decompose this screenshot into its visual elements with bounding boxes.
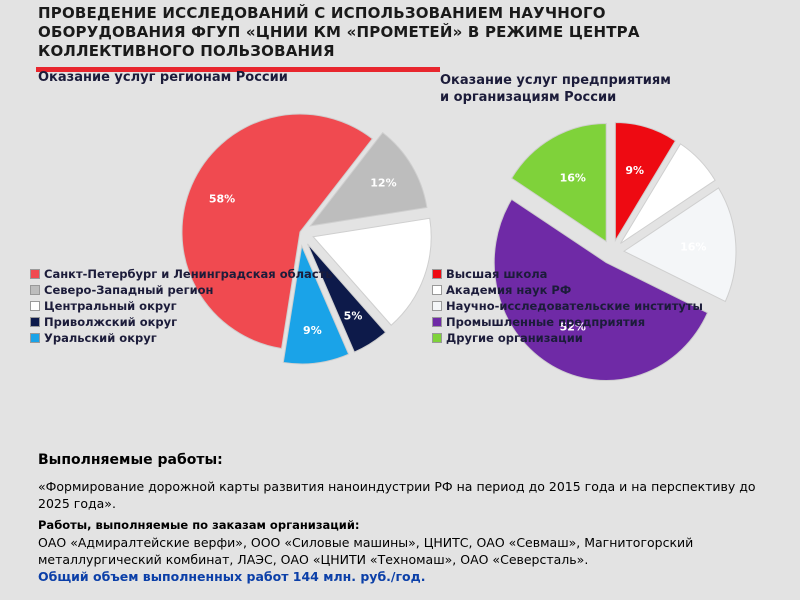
legend1-swatch-4 — [30, 333, 40, 343]
pie2-label-3: 52% — [560, 321, 586, 334]
legend1-item-2: Центральный округ — [30, 298, 333, 314]
pie1-slice-0 — [181, 113, 374, 350]
legend-regions: Санкт-Петербург и Ленинградская область С… — [30, 266, 333, 346]
legend2-swatch-1 — [432, 285, 442, 295]
pie2-slice-0 — [614, 121, 677, 243]
chart-title-regions: Оказание услуг регионам России — [38, 70, 288, 85]
orders-heading: Работы, выполняемые по заказам организац… — [38, 518, 360, 532]
legend1-label-2: Центральный округ — [44, 299, 177, 313]
orders-text: ОАО «Адмиралтейские верфи», ООО «Силовые… — [38, 535, 694, 567]
legend1-swatch-3 — [30, 317, 40, 327]
legend2-swatch-3 — [432, 317, 442, 327]
pie1-slice-2 — [312, 217, 432, 326]
legend1-label-1: Северо-Западный регион — [44, 283, 214, 297]
pie2-slice-3 — [493, 198, 709, 382]
pie2-slice-4 — [510, 122, 607, 243]
works-section: Выполняемые работы: «Формирование дорожн… — [38, 452, 768, 585]
chart-title-organizations: Оказание услуг предприятиям и организация… — [440, 73, 671, 105]
legend1-item-4: Уральский округ — [30, 330, 333, 346]
legend1-label-4: Уральский округ — [44, 331, 157, 345]
legend2-swatch-4 — [432, 333, 442, 343]
pie2-slice-2 — [622, 187, 737, 303]
legend-organizations: Высшая школа Академия наук РФ Научно-иссле… — [432, 266, 703, 346]
pie1-label-1: 12% — [370, 177, 396, 190]
legend2-item-3: Промышленные предприятия — [432, 314, 703, 330]
legend1-swatch-1 — [30, 285, 40, 295]
page-title: ПРОВЕДЕНИЕ ИССЛЕДОВАНИЙ С ИСПОЛЬЗОВАНИЕМ… — [38, 4, 640, 60]
pie1-label-0: 58% — [209, 192, 235, 205]
pie1-label-3: 5% — [344, 310, 363, 323]
pie1-slice-4 — [282, 244, 350, 365]
total-volume: Общий объем выполненных работ 144 млн. р… — [38, 569, 426, 584]
legend2-item-1: Академия наук РФ — [432, 282, 703, 298]
legend2-label-3: Промышленные предприятия — [446, 315, 646, 329]
pie1-slice-3 — [307, 243, 387, 353]
legend2-swatch-2 — [432, 301, 442, 311]
legend1-item-3: Приволжский округ — [30, 314, 333, 330]
legend2-swatch-0 — [432, 269, 442, 279]
pie1-label-4: 9% — [303, 324, 322, 337]
legend2-item-2: Научно-исследовательские институты — [432, 298, 703, 314]
legend1-label-3: Приволжский округ — [44, 315, 178, 329]
legend1-label-0: Санкт-Петербург и Ленинградская область — [44, 267, 333, 281]
legend2-label-4: Другие организации — [446, 331, 583, 345]
works-paragraph: «Формирование дорожной карты развития на… — [38, 479, 756, 511]
legend2-label-2: Научно-исследовательские институты — [446, 299, 703, 313]
pie2-label-4: 16% — [560, 171, 586, 184]
legend2-item-4: Другие организации — [432, 330, 703, 346]
pie2-label-0: 9% — [625, 164, 644, 177]
legend2-item-0: Высшая школа — [432, 266, 703, 282]
title-accent-bar — [36, 67, 440, 72]
legend1-item-0: Санкт-Петербург и Ленинградская область — [30, 266, 333, 282]
legend2-label-1: Академия наук РФ — [446, 283, 572, 297]
pie1-slice-1 — [309, 131, 428, 227]
works-heading: Выполняемые работы: — [38, 452, 223, 468]
pie2-label-2: 16% — [680, 241, 706, 254]
legend1-swatch-0 — [30, 269, 40, 279]
legend2-label-0: Высшая школа — [446, 267, 548, 281]
pie2-slice-1 — [620, 143, 716, 244]
legend1-item-1: Северо-Западный регион — [30, 282, 333, 298]
legend1-swatch-2 — [30, 301, 40, 311]
